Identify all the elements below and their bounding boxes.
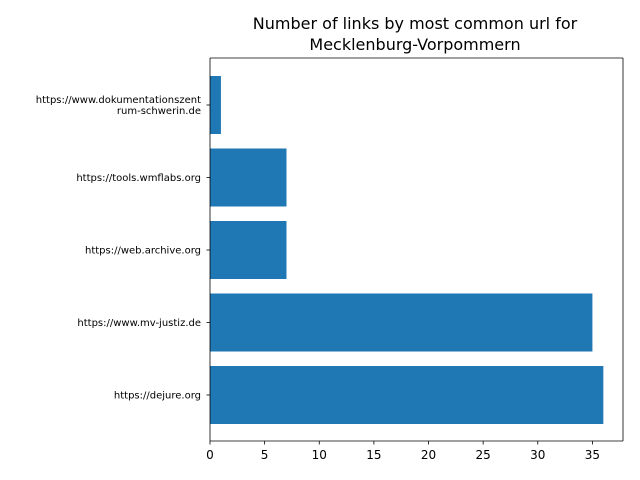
y-tick-label-0: https://dejure.org (114, 391, 201, 402)
x-tick-label-3: 15 (366, 448, 381, 462)
y-tick-label-1: https://www.mv-justiz.de (77, 318, 201, 329)
bar-1 (210, 293, 593, 352)
y-tick-label-4-line-1: rum-schwerin.de (117, 106, 201, 117)
bar-4 (210, 76, 221, 134)
chart-title-line-1: Number of links by most common url for (253, 14, 578, 33)
x-tick-label-4: 20 (421, 448, 436, 462)
x-tick-label-5: 25 (476, 448, 491, 462)
y-tick-label-3: https://tools.wmflabs.org (76, 173, 201, 184)
bar-0 (210, 366, 604, 424)
y-tick-label-2: https://web.archive.org (85, 246, 201, 257)
x-tick-label-2: 10 (312, 448, 327, 462)
plot-area: https://dejure.org https://www.mv-justiz.… (36, 57, 624, 462)
bar-2 (210, 221, 287, 279)
x-tick-label-1: 5 (261, 448, 269, 462)
x-tick-label-7: 35 (585, 448, 600, 462)
bar-3 (210, 148, 287, 207)
chart-title-line-2: Mecklenburg-Vorpommern (309, 35, 520, 54)
x-tick-label-6: 30 (530, 448, 545, 462)
y-tick-label-4-line-0: https://www.dokumentationszent (36, 95, 201, 106)
x-tick-label-0: 0 (206, 448, 214, 462)
